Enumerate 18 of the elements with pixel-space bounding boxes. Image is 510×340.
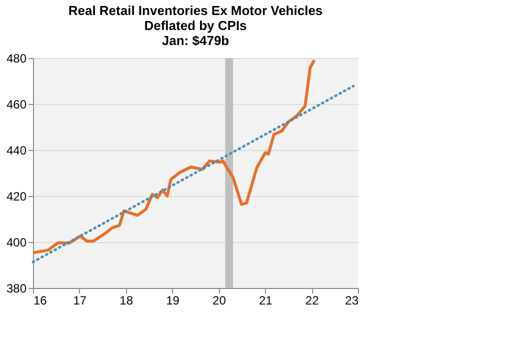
- x-tick-label: 16: [34, 294, 48, 308]
- text: Jan: $479b: [162, 33, 230, 48]
- x-tick-label: 21: [258, 294, 273, 308]
- y-tick-label: 460: [6, 98, 27, 112]
- line-series: [32, 58, 316, 254]
- text: Deflated by CPIs: [144, 18, 247, 33]
- x-tick-label: 18: [120, 294, 134, 308]
- x-tick-label: 23: [345, 294, 359, 308]
- x-tick-label: 22: [305, 294, 320, 308]
- text: Real Retail Inventories Ex Motor Vehicles: [68, 3, 323, 18]
- x-tick-label: 19: [166, 294, 180, 308]
- y-tick-label: 420: [6, 190, 27, 204]
- y-tick-label: 380: [6, 282, 27, 296]
- y-tick-label: 440: [6, 144, 27, 158]
- x-tick-label: 20: [212, 294, 226, 308]
- y-tick-label: 480: [6, 52, 27, 66]
- y-tick-label: 400: [6, 236, 27, 250]
- x-tick-label: 17: [73, 294, 87, 308]
